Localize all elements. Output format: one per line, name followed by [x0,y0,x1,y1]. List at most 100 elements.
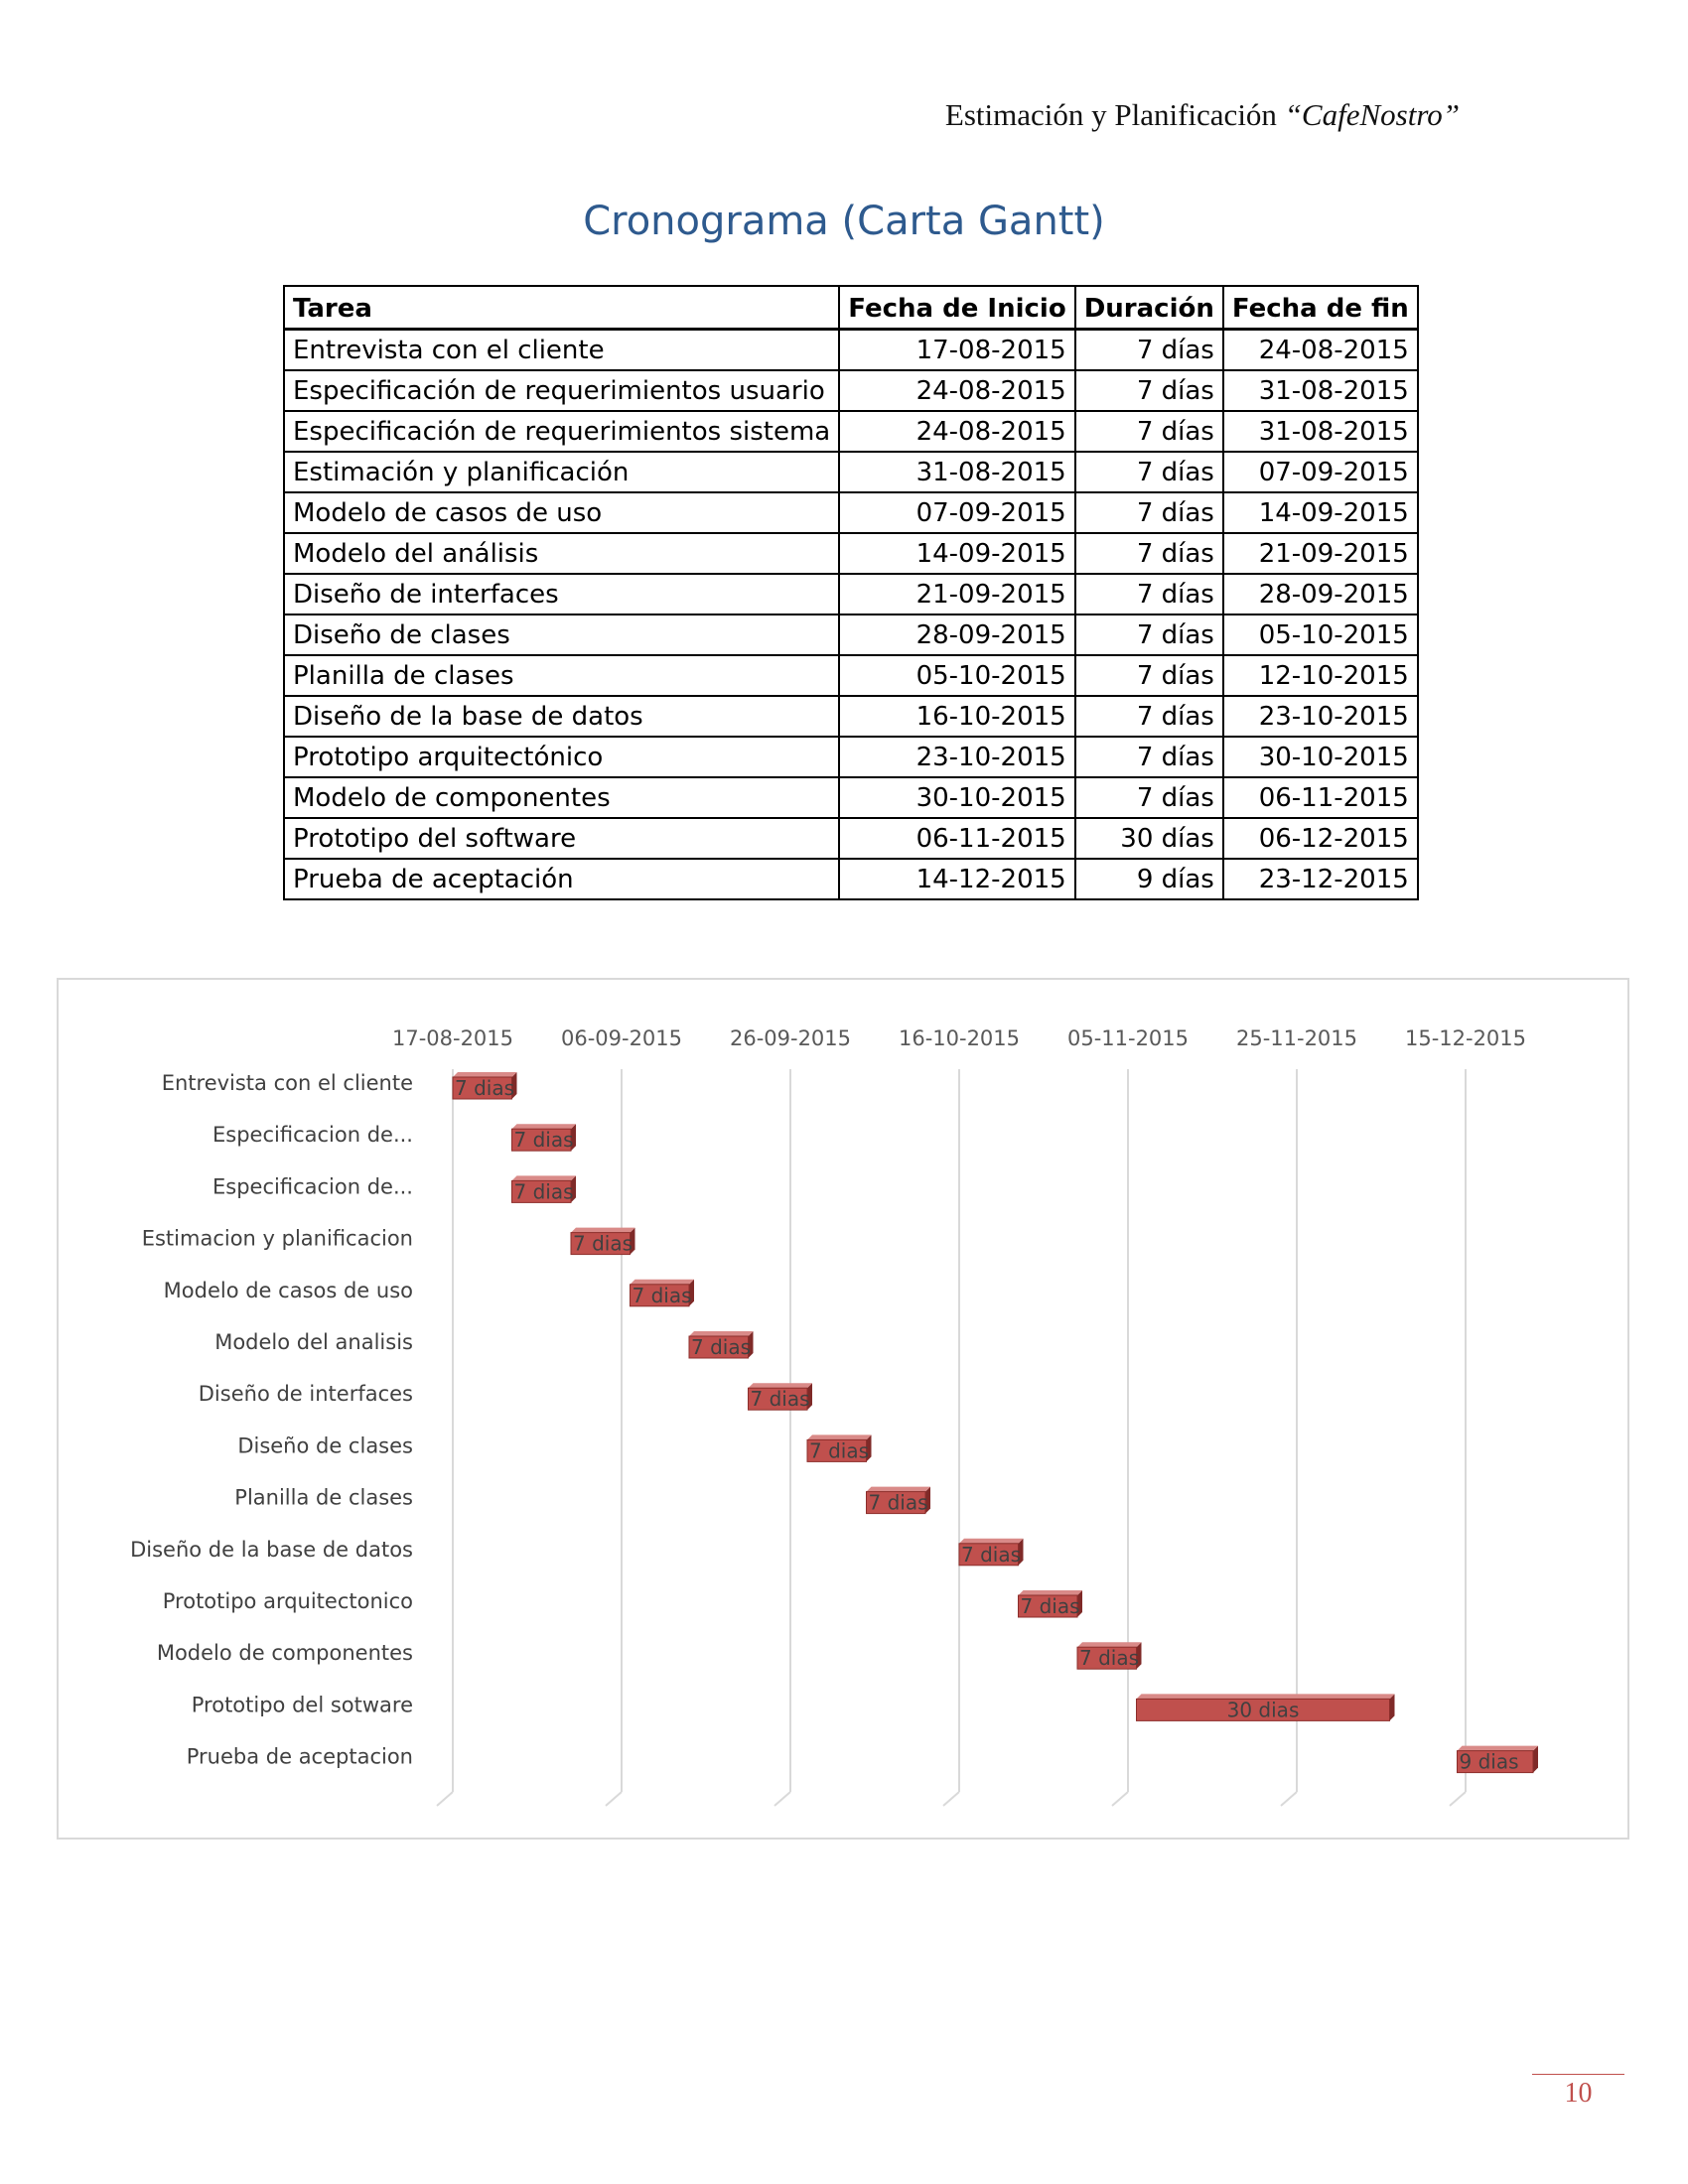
gantt-bar [1018,1594,1078,1618]
category-label: Planilla de clases [234,1486,413,1510]
x-tick-label: 25-11-2015 [1236,1026,1357,1050]
gantt-bar [748,1387,808,1411]
gantt-bar-top [1077,1642,1142,1648]
gridline-floor [1449,1791,1467,1807]
bar-label: 9 dias [1460,1750,1519,1774]
gantt-bar-top [807,1434,872,1440]
gantt-bar-side [511,1072,517,1099]
bar-label: 7 dias [961,1543,1021,1567]
table-row: Diseño de clases 28-09-2015 7 días 05-10-20… [282,614,1419,656]
x-tick-label: 05-11-2015 [1067,1026,1189,1050]
cell-start-date: 06-11-2015 [838,817,1076,860]
cell-start-date: 28-09-2015 [838,614,1076,656]
gantt-bar-side [807,1383,812,1411]
table-row: Prueba de aceptación 14-12-2015 9 días 23-1… [282,858,1419,900]
cell-duration: 7 días [1073,695,1224,738]
cell-task: Modelo de casos de uso [282,491,841,534]
cell-duration: 7 días [1073,451,1224,493]
cell-duration: 7 días [1073,614,1224,656]
table-row: Prototipo arquitectónico 23-10-2015 7 días… [282,736,1419,778]
bar-label: 7 dias [1079,1646,1139,1670]
x-tick-label: 16-10-2015 [899,1026,1020,1050]
table-row: Especificación de requerimientos sistema… [282,410,1419,453]
category-label: Diseño de la base de datos [130,1538,413,1562]
cell-end-date: 21-09-2015 [1221,532,1419,575]
column-header-duration: Duración [1073,285,1224,331]
cell-start-date: 24-08-2015 [838,410,1076,453]
cell-task: Diseño de interfaces [282,573,841,615]
gantt-bar-side [925,1486,930,1514]
gridline-floor [605,1791,623,1807]
x-tick-label: 17-08-2015 [392,1026,513,1050]
gantt-bar-top [630,1279,694,1285]
x-tick-label: 26-09-2015 [730,1026,851,1050]
x-tick-label: 06-09-2015 [561,1026,682,1050]
cell-end-date: 31-08-2015 [1221,410,1419,453]
cell-task: Planilla de clases [282,654,841,697]
gantt-bar-side [689,1279,694,1306]
bar-label: 7 dias [869,1491,928,1515]
cell-duration: 7 días [1073,328,1224,371]
cell-duration: 7 días [1073,736,1224,778]
cell-end-date: 23-10-2015 [1221,695,1419,738]
cell-task: Especificación de requerimientos usuario [282,369,841,412]
gantt-bar [1076,1646,1137,1670]
cell-start-date: 05-10-2015 [838,654,1076,697]
gantt-bar-side [1077,1590,1082,1617]
column-header-end: Fecha de fin [1221,285,1419,331]
cell-end-date: 23-12-2015 [1221,858,1419,900]
gantt-bar-top [1136,1694,1395,1700]
bar-label: 7 dias [514,1128,574,1152]
gantt-bar-top [511,1124,576,1130]
gantt-bar-top [453,1072,517,1077]
cell-duration: 30 días [1073,817,1224,860]
table-row: Prototipo del software 06-11-2015 30 días 0… [282,817,1419,860]
table-row: Planilla de clases 05-10-2015 7 días 12-10-… [282,654,1419,697]
page-header: Estimación y Planificación “CafeNostro” [945,97,1460,133]
cell-end-date: 31-08-2015 [1221,369,1419,412]
cell-end-date: 06-11-2015 [1221,776,1419,819]
category-label: Prototipo arquitectonico [163,1589,413,1613]
cell-task: Especificación de requerimientos sistema [282,410,841,453]
cell-duration: 7 días [1073,776,1224,819]
category-label: Diseño de clases [237,1433,413,1457]
gantt-bar [452,1076,512,1100]
gantt-bar [511,1179,572,1203]
cell-start-date: 23-10-2015 [838,736,1076,778]
cell-task: Diseño de clases [282,614,841,656]
table-header-row: Tarea Fecha de Inicio Duración Fecha de … [282,285,1419,331]
cell-task: Prueba de aceptación [282,858,841,900]
gantt-bar-top [689,1331,754,1336]
table-row: Entrevista con el cliente 17-08-2015 7 día… [282,328,1419,371]
gantt-bar [630,1284,690,1307]
bar-label: 7 dias [514,1179,574,1203]
gantt-bar-top [511,1175,576,1181]
cell-task: Estimación y planificación [282,451,841,493]
category-label: Estimacion y planificacion [142,1227,413,1251]
gantt-bar [570,1232,631,1256]
gantt-bar-side [866,1434,872,1462]
category-label: Modelo de componentes [157,1641,413,1665]
gridline-floor [774,1791,791,1807]
category-label: Modelo del analisis [214,1330,413,1354]
cell-start-date: 07-09-2015 [838,491,1076,534]
gridline-floor [1111,1791,1129,1807]
gridline-floor [436,1791,454,1807]
cell-end-date: 06-12-2015 [1221,817,1419,860]
x-tick-label: 15-12-2015 [1405,1026,1526,1050]
bar-label: 7 dias [1021,1594,1080,1618]
cell-start-date: 14-09-2015 [838,532,1076,575]
gridline-floor [1280,1791,1298,1807]
table-row: Modelo de componentes 30-10-2015 7 días 06-… [282,776,1419,819]
category-label: Entrevista con el cliente [162,1071,413,1095]
gantt-bar-side [1389,1694,1395,1721]
cell-duration: 7 días [1073,654,1224,697]
bar-label: 7 dias [573,1232,633,1256]
gantt-bar-side [630,1227,635,1255]
cell-task: Modelo del análisis [282,532,841,575]
gantt-bar-top [959,1538,1024,1544]
table-row: Estimación y planificación 31-08-2015 7 dí… [282,451,1419,493]
page-number: 10 [1564,2078,1593,2109]
column-header-task: Tarea [282,285,841,331]
category-label: Diseño de interfaces [199,1382,413,1406]
